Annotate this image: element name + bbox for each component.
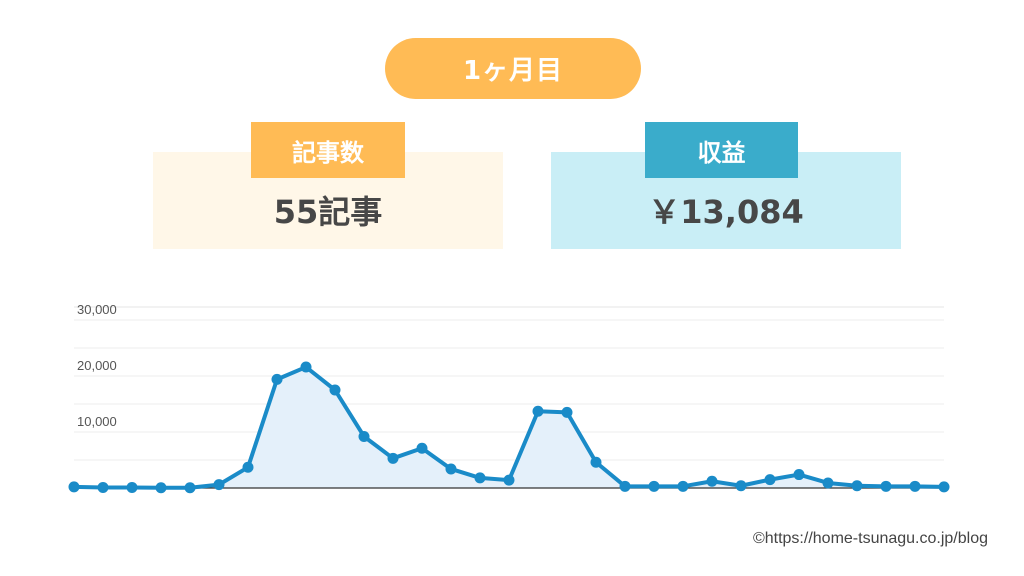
data-point — [880, 480, 892, 492]
series-line — [72, 365, 946, 490]
articles-label: 記事数 — [251, 122, 405, 178]
data-point — [590, 456, 602, 468]
data-point — [851, 480, 863, 492]
data-point — [271, 373, 283, 385]
area-fill — [74, 367, 944, 488]
data-point — [909, 480, 921, 492]
data-point — [561, 406, 573, 418]
articles-value: 55記事 — [273, 193, 383, 231]
y-tick-label: 10,000 — [77, 414, 117, 429]
data-point — [474, 472, 486, 484]
y-tick-label: 20,000 — [77, 358, 117, 373]
data-point — [387, 452, 399, 464]
data-point — [532, 405, 544, 417]
data-point — [184, 482, 196, 494]
data-point — [358, 430, 370, 442]
data-point — [445, 463, 457, 475]
data-point — [793, 469, 805, 481]
data-point — [329, 384, 341, 396]
pageview-area-chart: 10,000 20,000 30,000 — [68, 302, 950, 494]
period-title: 1ヶ月目 — [385, 38, 641, 99]
data-point — [706, 475, 718, 487]
data-point — [677, 480, 689, 492]
data-point — [155, 482, 167, 494]
data-point — [242, 461, 254, 473]
data-point — [735, 480, 747, 492]
data-point — [97, 481, 109, 493]
data-point — [416, 442, 428, 454]
data-point — [68, 481, 80, 493]
data-point — [648, 480, 660, 492]
revenue-value: ￥13,084 — [648, 193, 804, 231]
y-tick-label: 30,000 — [77, 302, 117, 317]
data-point — [764, 474, 776, 486]
credit-text: ©https://home-tsunagu.co.jp/blog — [752, 530, 988, 547]
data-point — [300, 361, 312, 373]
data-point — [503, 474, 515, 486]
data-point — [213, 479, 225, 491]
data-point — [619, 480, 631, 492]
revenue-label: 収益 — [645, 122, 798, 178]
data-point — [822, 477, 834, 489]
data-point — [938, 481, 950, 493]
data-point — [126, 481, 138, 493]
